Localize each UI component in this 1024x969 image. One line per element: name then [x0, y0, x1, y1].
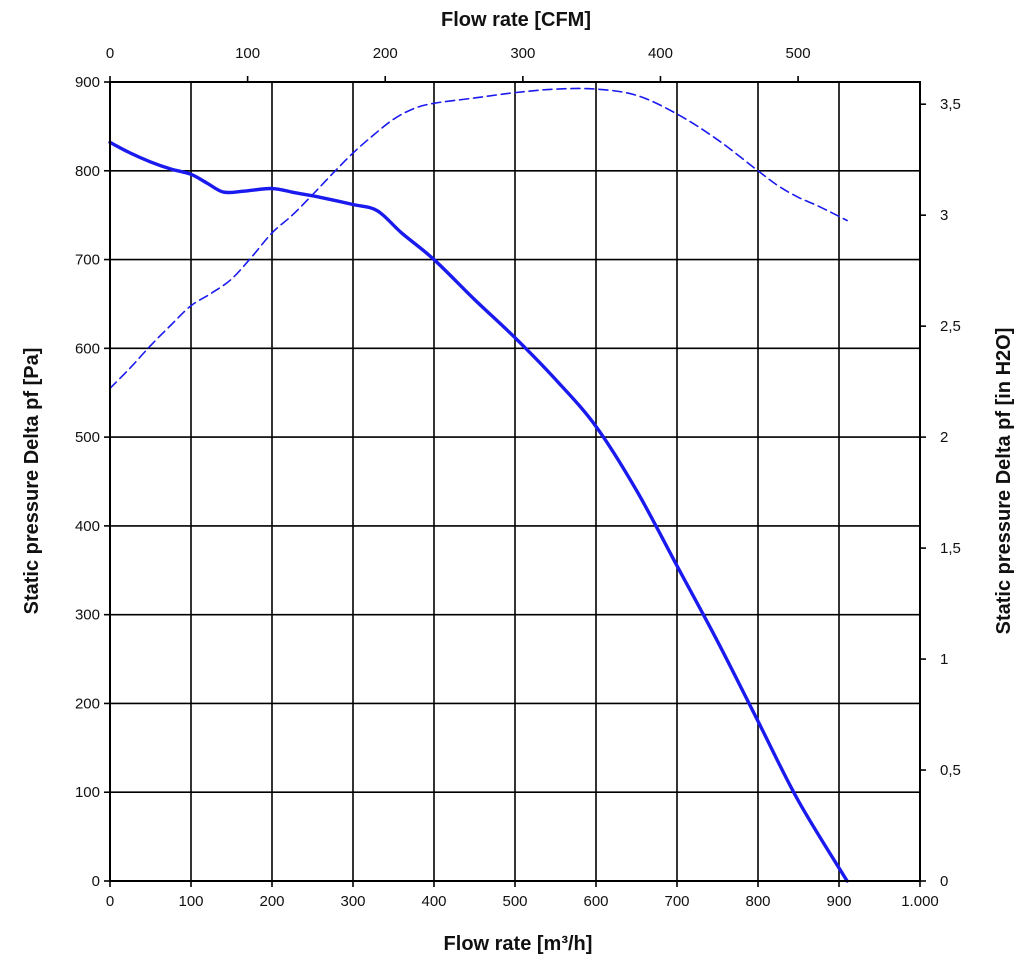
series-layer — [108, 87, 849, 883]
x-bottom-tick-label: 800 — [745, 893, 770, 910]
y-left-tick-label: 900 — [75, 74, 100, 91]
y-left-tick-label: 600 — [75, 340, 100, 357]
grid — [110, 82, 920, 881]
y-left-tick-label: 200 — [75, 695, 100, 712]
y-right-tick-label: 3,5 — [940, 96, 961, 113]
y-right-tick-label: 1,5 — [940, 540, 961, 557]
x-bottom-tick-label: 200 — [259, 893, 284, 910]
x-bottom-tick-label: 100 — [178, 893, 203, 910]
y-right-tick-label: 2 — [940, 429, 948, 446]
y-right-tick-label: 3 — [940, 207, 948, 224]
y-left-tick-label: 400 — [75, 518, 100, 535]
x-top-tick-label: 200 — [373, 45, 398, 62]
x-bottom-tick-label: 900 — [826, 893, 851, 910]
y-right-tick-label: 1 — [940, 651, 948, 668]
x-bottom-tick-label: 300 — [340, 893, 365, 910]
y-left-tick-label: 300 — [75, 607, 100, 624]
y-left-tick-label: 100 — [75, 784, 100, 801]
y-left-tick-label: 800 — [75, 163, 100, 180]
x-bottom-tick-label: 1.000 — [901, 893, 939, 910]
x-bottom-tick-label: 500 — [502, 893, 527, 910]
plot-frame — [109, 81, 921, 882]
y-left-tick-label: 0 — [92, 873, 100, 890]
y-right-tick-label: 0,5 — [940, 762, 961, 779]
y-right-tick-label: 2,5 — [940, 318, 961, 335]
x-bottom-tick-label: 400 — [421, 893, 446, 910]
series-line-solid — [108, 140, 849, 883]
y-right-tick-label: 0 — [940, 873, 948, 890]
top-axis-title: Flow rate [CFM] — [441, 9, 591, 31]
y-left-tick-label: 700 — [75, 252, 100, 269]
x-bottom-tick-label: 700 — [664, 893, 689, 910]
x-top-tick-label: 0 — [106, 45, 114, 62]
x-top-tick-label: 300 — [510, 45, 535, 62]
x-bottom-tick-label: 0 — [106, 893, 114, 910]
bottom-axis-title: Flow rate [m³/h] — [444, 933, 593, 955]
x-top-tick-label: 100 — [235, 45, 260, 62]
y-left-tick-label: 500 — [75, 429, 100, 446]
left-axis-title: Static pressure Delta pf [Pa] — [21, 348, 43, 615]
right-axis-title: Static pressure Delta pf [in H2O] — [993, 328, 1015, 635]
x-top-tick-label: 500 — [786, 45, 811, 62]
x-bottom-tick-label: 600 — [583, 893, 608, 910]
series-line-dashed — [109, 87, 848, 390]
x-top-tick-label: 400 — [648, 45, 673, 62]
